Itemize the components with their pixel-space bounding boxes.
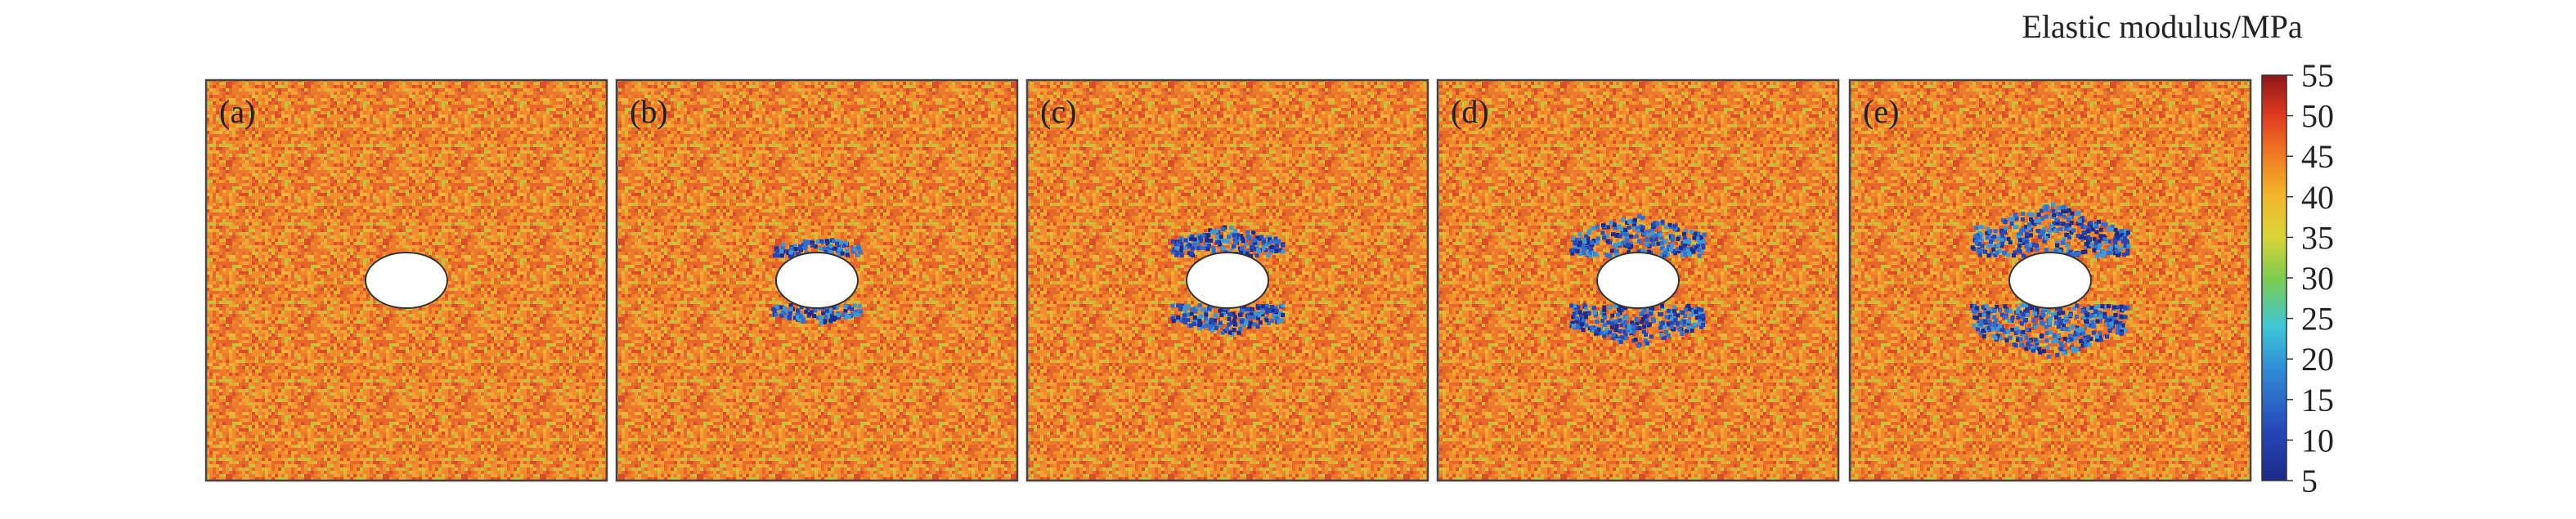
colorbar-tick-label: 55 [2301,57,2334,94]
hole [1596,252,1680,309]
colorbar-tick-label: 25 [2301,301,2334,338]
colorbar-tick-label: 5 [2301,463,2318,499]
panel: (d) [1436,78,1840,482]
colorbar-tick-label: 15 [2301,382,2334,418]
colorbar-tick-label: 50 [2301,98,2334,135]
hole [2008,252,2092,309]
colorbar-tick-label: 10 [2301,422,2334,459]
panel: (a) [204,78,608,482]
colorbar-tick-label: 40 [2301,179,2334,216]
colorbar [2261,74,2287,481]
colorbar-tick-label: 20 [2301,341,2334,378]
panel-label: (c) [1040,93,1076,130]
panel-label: (d) [1451,93,1489,130]
hole [1186,252,1269,309]
panel: (c) [1025,78,1429,482]
colorbar-tick-label: 45 [2301,138,2334,175]
panel: (b) [615,78,1019,482]
panel: (e) [1848,78,2252,482]
panel-label: (b) [630,93,668,130]
colorbar-tick-label: 30 [2301,260,2334,297]
hole [775,252,859,309]
colorbar-title: Elastic modulus/MPa [2022,8,2303,45]
panel-label: (e) [1863,93,1899,130]
panel-label: (a) [219,93,255,130]
hole [365,252,448,309]
colorbar-tick-label: 35 [2301,219,2334,256]
